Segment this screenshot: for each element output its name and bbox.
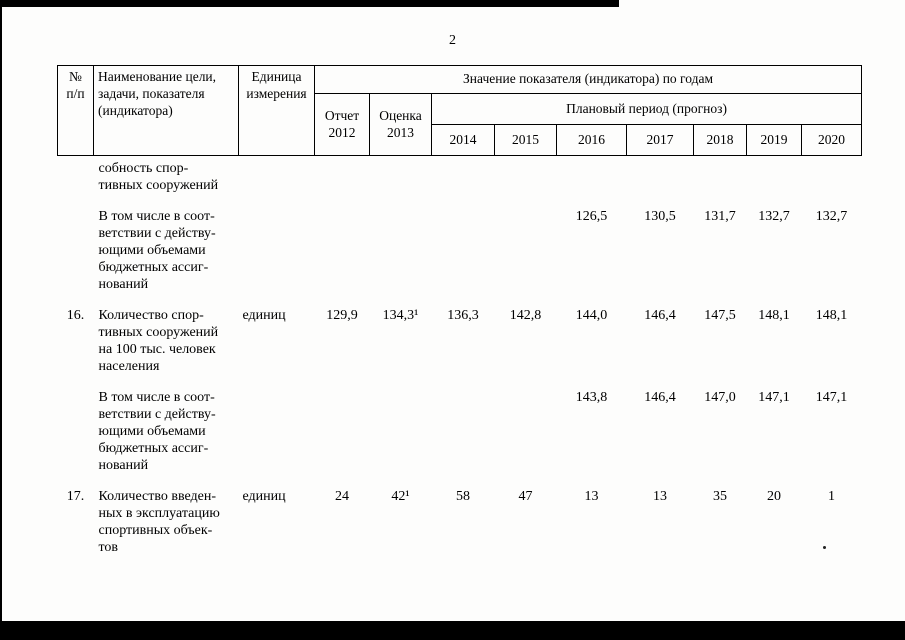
row-value: 143,8	[575, 390, 608, 405]
header-unit: Единица измерения	[238, 65, 315, 156]
header-year-2017: 2017	[626, 124, 694, 156]
row-value: 47	[518, 489, 533, 504]
row-value: 1	[828, 489, 836, 504]
table-row: 16. Количество спор- тивных сооружений н…	[58, 303, 862, 385]
header-year-2014: 2014	[431, 124, 495, 156]
row-value	[432, 156, 495, 205]
header-values-title: Значение показателя (индикатора) по года…	[313, 65, 863, 94]
row-unit	[239, 156, 315, 205]
row-value	[557, 156, 627, 205]
scan-artifact-left	[0, 0, 2, 640]
row-value	[370, 156, 432, 205]
row-value: 147,0	[704, 390, 736, 405]
table-row: 17. Количество введен- ных в эксплуатаци…	[58, 484, 862, 566]
header-year-2019: 2019	[746, 124, 802, 156]
header-row-years: 2014 2015 2016 2017 2018 2019 2020	[58, 124, 863, 156]
row-value: 130,5	[644, 209, 676, 224]
row-value	[315, 385, 370, 484]
row-value: 132,7	[758, 209, 790, 224]
row-value: 24	[335, 489, 349, 504]
row-name: Количество введен- ных в эксплуатацию сп…	[98, 489, 220, 555]
row-unit: единиц	[242, 308, 286, 323]
row-value: 147,1	[758, 390, 790, 405]
row-value	[747, 156, 802, 205]
row-value: 148,1	[815, 308, 848, 323]
row-value: 146,4	[644, 390, 676, 405]
row-value: 146,4	[644, 308, 676, 323]
table-row: В том числе в соот- ветствии с действу- …	[58, 204, 862, 303]
row-value: 58	[456, 489, 470, 504]
row-value: 131,7	[704, 209, 736, 224]
header-row-1: № п/п Наименование цели, задачи, показат…	[57, 65, 863, 156]
row-number	[58, 204, 94, 303]
table-row: В том числе в соот- ветствии с действу- …	[58, 385, 862, 484]
header-report-2012: Отчет 2012	[314, 93, 370, 156]
row-name: В том числе в соот- ветствии с действу- …	[98, 390, 216, 473]
page-number: 2	[449, 33, 456, 48]
row-number: 16.	[66, 308, 85, 323]
header-num: № п/п	[57, 65, 94, 156]
table-row: собность спор- тивных сооружений	[58, 156, 862, 205]
row-value	[370, 385, 432, 484]
row-number	[58, 385, 94, 484]
header-year-2016: 2016	[556, 124, 627, 156]
header-year-2015: 2015	[494, 124, 557, 156]
row-unit	[239, 204, 315, 303]
scan-artifact-top	[0, 0, 619, 7]
scan-artifact-bottom	[0, 621, 905, 640]
row-value	[370, 204, 432, 303]
row-value	[802, 156, 862, 205]
row-name: собность спор- тивных сооружений	[98, 161, 219, 193]
row-name: Количество спор- тивных сооружений на 10…	[98, 308, 219, 374]
row-value	[627, 156, 694, 205]
row-value	[432, 385, 495, 484]
row-value: 20	[767, 489, 781, 504]
row-value	[495, 385, 557, 484]
row-value: 13	[584, 489, 599, 504]
row-value: 148,1	[758, 308, 790, 323]
header-row-2: Отчет 2012 Оценка 2013 Плановый период (…	[58, 93, 863, 156]
row-value: 136,3	[447, 308, 479, 323]
row-value: 147,5	[704, 308, 736, 323]
row-value	[315, 156, 370, 205]
header-year-2018: 2018	[693, 124, 747, 156]
row-name: В том числе в соот- ветствии с действу- …	[98, 209, 216, 292]
row-value: 144,0	[575, 308, 608, 323]
row-value	[432, 204, 495, 303]
row-value	[315, 204, 370, 303]
row-value: 142,8	[509, 308, 542, 323]
row-value: 42¹	[391, 489, 410, 504]
row-value	[495, 156, 557, 205]
indicator-table: № п/п Наименование цели, задачи, показат…	[57, 65, 863, 566]
row-number: 17.	[66, 489, 85, 504]
scan-speck	[823, 546, 826, 549]
row-value: 129,9	[326, 308, 358, 323]
header-plan-period: Плановый период (прогноз)	[430, 93, 863, 125]
row-unit	[239, 385, 315, 484]
row-value: 13	[653, 489, 667, 504]
header-estimate-2013: Оценка 2013	[369, 93, 432, 156]
row-value: 134,3¹	[382, 308, 419, 323]
row-value: 132,7	[815, 209, 848, 224]
row-value: 126,5	[575, 209, 608, 224]
row-unit: единиц	[242, 489, 286, 504]
row-value	[495, 204, 557, 303]
row-value	[694, 156, 747, 205]
header-year-2020: 2020	[800, 124, 863, 156]
header-name: Наименование цели, задачи, показателя (и…	[93, 65, 239, 156]
row-number	[58, 156, 94, 205]
row-value: 35	[713, 489, 727, 504]
row-value: 147,1	[815, 390, 848, 405]
